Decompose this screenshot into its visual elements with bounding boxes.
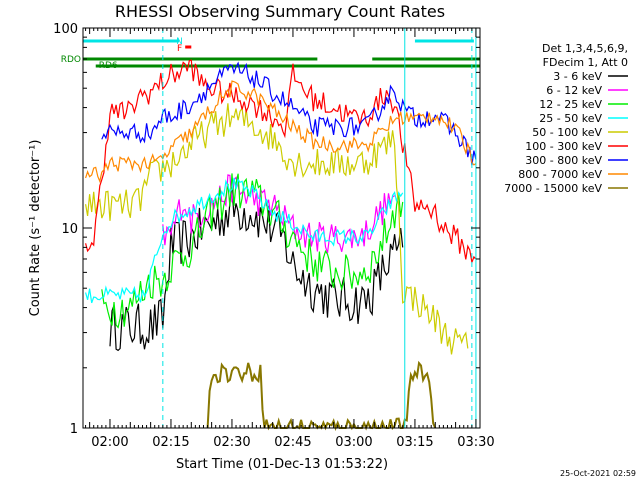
x-tick-label: 02:45 bbox=[274, 435, 311, 450]
x-tick-label: 03:15 bbox=[396, 435, 433, 450]
x-tick-label: 03:30 bbox=[457, 435, 494, 450]
legend-label: 800 - 7000 keV bbox=[518, 168, 602, 181]
legend-header: FDecim 1, Att 0 bbox=[543, 56, 628, 69]
chart-title: RHESSI Observing Summary Count Rates bbox=[115, 2, 445, 21]
flag-label-f: F bbox=[177, 44, 182, 54]
flag-label-rd6: RD6 bbox=[99, 61, 118, 71]
series-line-300-800-kev bbox=[101, 61, 477, 166]
x-tick-label: 02:00 bbox=[91, 435, 128, 450]
series-line-100-300-kev bbox=[85, 59, 477, 265]
x-tick-label: 02:15 bbox=[152, 435, 189, 450]
legend-label: 100 - 300 keV bbox=[525, 140, 602, 153]
y-axis-label: Count Rate (s⁻¹ detector⁻¹) bbox=[28, 140, 43, 317]
legend-label: 3 - 6 keV bbox=[553, 70, 602, 83]
timestamp: 25-Oct-2021 02:59 bbox=[560, 469, 636, 478]
legend-label: 25 - 50 keV bbox=[539, 112, 602, 125]
series-line-12-25-kev bbox=[101, 173, 404, 329]
series-line-25-50-kev bbox=[85, 177, 404, 304]
series-line-3-6-kev bbox=[109, 187, 404, 352]
legend-label: 12 - 25 keV bbox=[539, 98, 602, 111]
legend-label: 300 - 800 keV bbox=[525, 154, 602, 167]
legend-label: 50 - 100 keV bbox=[532, 126, 602, 139]
x-tick-label: 02:30 bbox=[213, 435, 250, 450]
legend-label: 6 - 12 keV bbox=[546, 84, 602, 97]
legend: Det 1,3,4,5,6,9,FDecim 1, Att 03 - 6 keV… bbox=[504, 42, 628, 195]
y-tick-label: 10 bbox=[61, 222, 78, 237]
y-tick-label: 100 bbox=[53, 22, 78, 37]
series-line-800-7000-kev bbox=[85, 80, 477, 184]
legend-label: 7000 - 15000 keV bbox=[504, 182, 602, 195]
series-line-50-100-kev bbox=[85, 103, 469, 355]
plot-area bbox=[83, 28, 480, 428]
legend-header: Det 1,3,4,5,6,9, bbox=[542, 42, 628, 55]
x-tick-label: 03:00 bbox=[335, 435, 372, 450]
flag-label-n: N bbox=[176, 37, 183, 47]
y-tick-label: 1 bbox=[70, 422, 78, 437]
x-axis-label: Start Time (01-Dec-13 01:53:22) bbox=[176, 457, 388, 472]
flag-label-rdo: RDO bbox=[61, 55, 81, 65]
